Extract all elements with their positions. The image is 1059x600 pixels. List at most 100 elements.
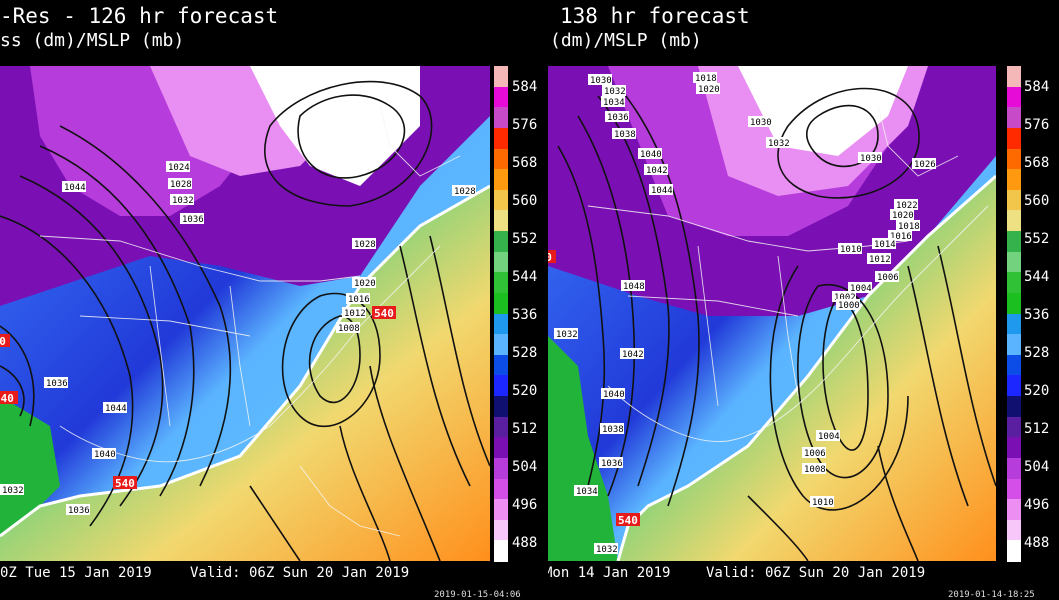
colorbar-segment [1007, 86, 1021, 108]
init-time: 0Z Tue 15 Jan 2019 [0, 565, 152, 581]
isobar-label: 1030 [750, 118, 772, 128]
colorbar-segment [1007, 231, 1021, 253]
isobar-label: 1000 [838, 301, 860, 311]
generation-stamp: 2019-01-14-18:25 [948, 590, 1035, 600]
colorbar-segment [494, 231, 508, 253]
isobar-label: 1042 [622, 350, 644, 360]
colorbar-segment [1007, 251, 1021, 273]
colorbar-tick-label: 544 [1024, 269, 1050, 285]
isobar-label: 1036 [607, 113, 629, 123]
isobar-label: 1024 [168, 163, 190, 173]
colorbar-segment [1007, 169, 1021, 191]
isobar-label: 1006 [804, 449, 826, 459]
isobar-label: 1010 [812, 498, 834, 508]
colorbar-tick-label: 568 [512, 155, 538, 171]
colorbar-segment [494, 540, 508, 562]
thickness-540-label: 540 [618, 514, 638, 527]
colorbar-segment [494, 292, 508, 314]
colorbar-tick-label: 496 [1024, 497, 1050, 513]
colorbar-segment [494, 86, 508, 108]
isobar-label: 1032 [604, 87, 626, 97]
colorbar-tick-label: 568 [1024, 155, 1050, 171]
isobar-label: 1038 [614, 130, 636, 140]
colorbar-segment [1007, 107, 1021, 129]
isobar-label: 1020 [698, 85, 720, 95]
colorbar-tick-label: 512 [512, 421, 538, 437]
isobar-label: 1036 [46, 379, 68, 389]
colorbar-segment [494, 354, 508, 376]
valid-time: Valid: 06Z Sun 20 Jan 2019 [706, 565, 926, 581]
isobar-label: 1032 [2, 486, 24, 496]
colorbar-tick-label: 552 [512, 231, 538, 247]
colorbar-tick-label: 504 [512, 459, 538, 475]
isobar-label: 1006 [877, 273, 899, 283]
colorbar-segment [1007, 499, 1021, 521]
thickness-540-label: 540 [115, 477, 135, 490]
colorbar-segment [494, 416, 508, 438]
isobar-label: 1040 [640, 150, 662, 160]
isobar-label: 1004 [850, 284, 872, 294]
generation-stamp: 2019-01-15-04:06 [434, 590, 521, 600]
isobar-label: 1008 [338, 324, 360, 334]
isobar-label: 1016 [890, 232, 912, 242]
isobar-label: 1040 [94, 450, 116, 460]
isobar-label: 1002 [834, 293, 856, 303]
colorbar-tick-label: 544 [512, 269, 538, 285]
colorbar-tick-label: 504 [1024, 459, 1050, 475]
isobar-label: 1044 [651, 186, 673, 196]
colorbar-segment [1007, 437, 1021, 459]
colorbar-tick-label: 584 [1024, 79, 1050, 95]
colorbar-segment [494, 478, 508, 500]
colorbar-tick-label: 488 [1024, 535, 1050, 551]
isobar-label: 1030 [590, 76, 612, 86]
colorbar-segment [1007, 478, 1021, 500]
colorbar-segment [1007, 375, 1021, 397]
isobar-label: 1042 [646, 166, 668, 176]
colorbar-segment [494, 272, 508, 294]
colorbar-segment [1007, 457, 1021, 479]
colorbar-segment [1007, 189, 1021, 211]
isobar-label: 1032 [768, 139, 790, 149]
colorbar-segment [1007, 127, 1021, 149]
isobar-label: 1016 [348, 295, 370, 305]
colorbar-tick-label: 528 [1024, 345, 1050, 361]
isobar-label: 1048 [623, 282, 645, 292]
init-time: Mon 14 Jan 2019 [548, 565, 671, 581]
colorbar-segment [494, 313, 508, 335]
isobar-label: 1012 [869, 255, 891, 265]
colorbar-tick-label: 512 [1024, 421, 1050, 437]
colorbar-segment [1007, 519, 1021, 541]
colorbar-segment [1007, 66, 1021, 88]
colorbar-segment [494, 334, 508, 356]
colorbar-segment [1007, 210, 1021, 232]
isobar-label: 1032 [172, 196, 194, 206]
panel-subtitle: (dm)/MSLP (mb) [550, 30, 702, 51]
isobar-label: 1036 [182, 215, 204, 225]
isobar-label: 1004 [818, 432, 840, 442]
panel-subtitle: ss (dm)/MSLP (mb) [0, 30, 185, 51]
forecast-panel-left: -Res - 126 hr forecast ss (dm)/MSLP (mb) [0, 4, 538, 600]
colorbar-segment [494, 66, 508, 88]
isobar-label: 1030 [860, 154, 882, 164]
colorbar-segment [1007, 292, 1021, 314]
colorbar-segment [1007, 272, 1021, 294]
colorbar-segment [494, 251, 508, 273]
isobar-label: 1012 [344, 309, 366, 319]
isobar-label: 1036 [601, 459, 623, 469]
colorbar [1007, 66, 1021, 562]
colorbar-segment [494, 127, 508, 149]
colorbar-tick-label: 528 [512, 345, 538, 361]
colorbar-segment [494, 169, 508, 191]
colorbar-segment [494, 437, 508, 459]
colorbar-segment [1007, 396, 1021, 418]
forecast-map: 1044 1024 1028 1032 1036 1028 1020 1016 … [0, 66, 490, 561]
panel-title: 138 hr forecast [560, 4, 750, 28]
isobar-label: 1022 [896, 201, 918, 211]
isobar-label: 1040 [603, 390, 625, 400]
colorbar-tick-label: 536 [1024, 307, 1050, 323]
forecast-map: 1030 1032 1034 1036 1018 1020 1038 1040 … [548, 66, 996, 561]
isobar-label: 1008 [804, 465, 826, 475]
colorbar-tick-label: 576 [1024, 117, 1050, 133]
isobar-label: 1020 [354, 279, 376, 289]
thickness-540-label: 540 [374, 307, 394, 320]
